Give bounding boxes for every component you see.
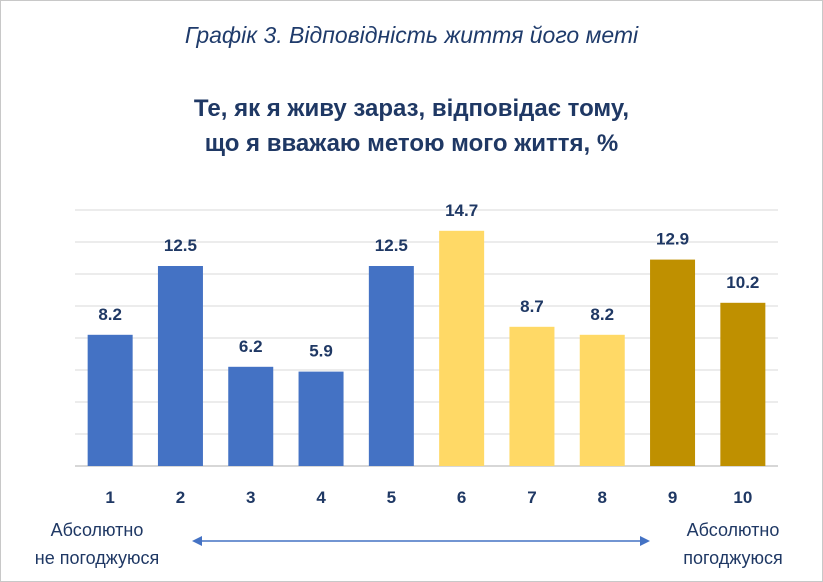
data-label-8: 8.2	[590, 305, 614, 324]
x-tick-label-2: 2	[176, 488, 185, 507]
data-label-6: 14.7	[445, 201, 478, 220]
bar-9	[650, 259, 696, 466]
chart-title-line-2: що я вважаю метою мого життя, %	[204, 130, 619, 157]
bar-5	[368, 266, 414, 466]
scale-arrow-left-head	[192, 536, 202, 546]
x-tick-label-7: 7	[527, 488, 536, 507]
bar-6	[439, 230, 485, 466]
data-label-4: 5.9	[309, 342, 333, 361]
x-tick-label-8: 8	[598, 488, 607, 507]
bar-3	[228, 366, 274, 466]
scale-left-label: Абсолютно не погоджуюся	[12, 516, 182, 572]
data-label-5: 12.5	[375, 236, 408, 255]
x-tick-label-9: 9	[668, 488, 677, 507]
scale-right-label: Абсолютно погоджуюся	[648, 516, 818, 572]
bar-4	[298, 371, 344, 466]
bar-2	[157, 266, 203, 466]
data-label-2: 12.5	[164, 236, 197, 255]
x-tick-label-3: 3	[246, 488, 255, 507]
data-label-1: 8.2	[98, 305, 122, 324]
chart-title: Те, як я живу зараз, відповідає тому, що…	[0, 91, 823, 161]
x-tick-label-5: 5	[387, 488, 396, 507]
scale-left-line-2: не погоджуюся	[34, 548, 160, 568]
figure-caption: Графік 3. Відповідність життя його меті	[184, 22, 639, 48]
bar-1	[87, 334, 133, 466]
bar-7	[509, 326, 555, 466]
data-label-10: 10.2	[726, 273, 759, 292]
chart-title-line-1: Те, як я живу зараз, відповідає тому,	[193, 95, 630, 122]
data-label-3: 6.2	[239, 337, 263, 356]
scale-left-line-1: Абсолютно	[50, 520, 144, 540]
data-label-9: 12.9	[656, 230, 689, 249]
scale-right-line-1: Абсолютно	[686, 520, 780, 540]
scale-arrow-right-head	[640, 536, 650, 546]
x-tick-label-4: 4	[316, 488, 326, 507]
bar-10	[720, 302, 766, 466]
x-tick-label-10: 10	[733, 488, 752, 507]
x-tick-label-1: 1	[105, 488, 114, 507]
bar-8	[579, 334, 625, 466]
scale-right-line-2: погоджуюся	[683, 548, 783, 568]
x-tick-label-6: 6	[457, 488, 466, 507]
data-label-7: 8.7	[520, 297, 544, 316]
